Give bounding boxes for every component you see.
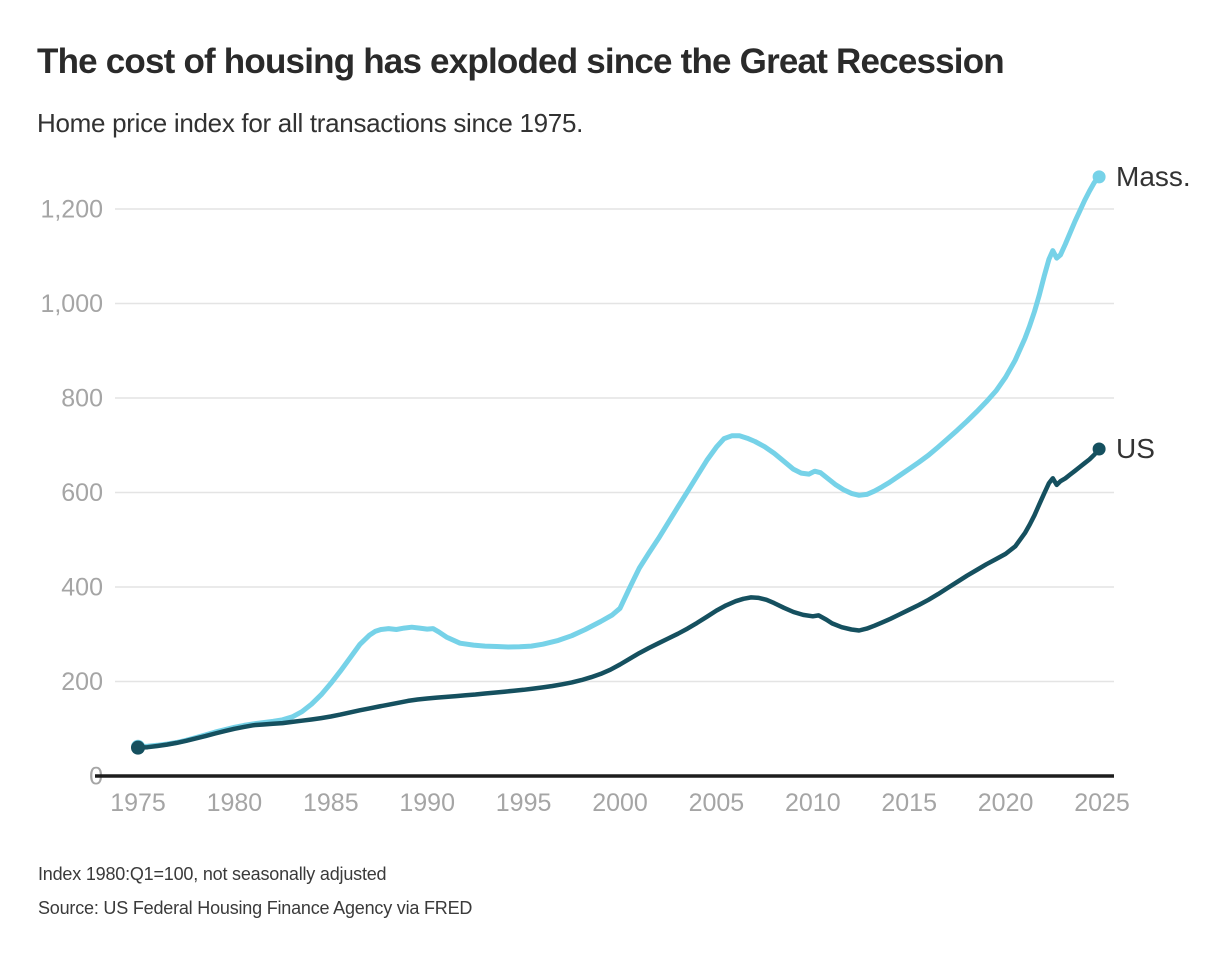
- x-tick-label-1985: 1985: [303, 789, 359, 817]
- x-tick-label-2010: 2010: [785, 789, 841, 817]
- series-line-mass: [135, 174, 1102, 750]
- x-tick-label-1990: 1990: [399, 789, 455, 817]
- y-tick-label-400: 400: [61, 574, 103, 602]
- x-tick-label-2005: 2005: [689, 789, 745, 817]
- y-tick-label-200: 200: [61, 668, 103, 696]
- series-label-us: US: [1116, 433, 1155, 464]
- chart-subtitle: Home price index for all transactions si…: [37, 108, 584, 138]
- series-label-mass: Mass.: [1116, 161, 1191, 192]
- chart-area: 02004006008001,0001,20019751980198519901…: [0, 160, 1220, 830]
- series-line-us: [135, 446, 1102, 750]
- source-credit: Source: US Federal Housing Finance Agenc…: [38, 898, 473, 918]
- y-tick-label-1200: 1,200: [40, 196, 103, 224]
- y-tick-label-800: 800: [61, 385, 103, 413]
- y-tick-label-600: 600: [61, 479, 103, 507]
- line-chart-canvas: 02004006008001,0001,20019751980198519901…: [40, 161, 1191, 817]
- series-end-dot-mass: [1092, 170, 1106, 184]
- x-tick-label-2015: 2015: [881, 789, 937, 817]
- index-note: Index 1980:Q1=100, not seasonally adjust…: [38, 864, 387, 884]
- x-tick-label-1975: 1975: [110, 789, 166, 817]
- x-tick-label-2020: 2020: [978, 789, 1034, 817]
- x-tick-label-2025: 2025: [1074, 789, 1130, 817]
- series-end-dot-us: [1092, 442, 1106, 456]
- series-start-dot-us: [131, 740, 145, 755]
- y-tick-label-1000: 1,000: [40, 290, 103, 318]
- x-tick-label-2000: 2000: [592, 789, 648, 817]
- chart-title: The cost of housing has exploded since t…: [37, 42, 1005, 81]
- x-tick-label-1995: 1995: [496, 789, 552, 817]
- x-tick-label-1980: 1980: [207, 789, 263, 817]
